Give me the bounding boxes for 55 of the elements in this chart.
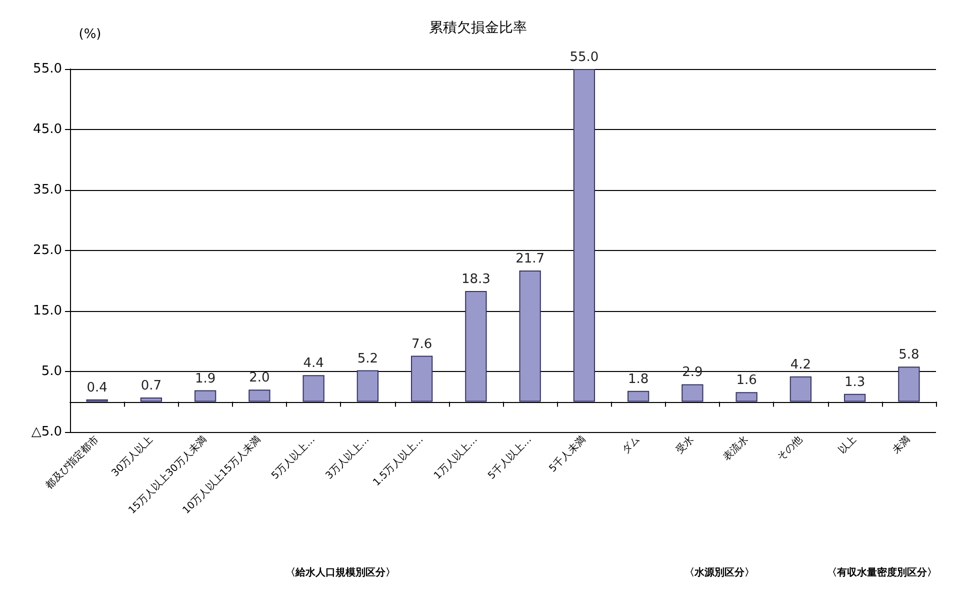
data-label: 2.0 (249, 370, 270, 386)
bar (627, 390, 650, 402)
data-label: 18.3 (461, 272, 490, 288)
bar (736, 392, 758, 402)
data-label: 4.2 (790, 357, 812, 372)
data-label: 1.8 (628, 372, 649, 387)
data-label: 7.6 (411, 336, 432, 352)
bar (844, 394, 866, 402)
bar (302, 375, 324, 402)
bar (465, 291, 487, 402)
x-tick-label: 5万人以上… (269, 433, 318, 482)
x-tick-label: 未満 (890, 433, 913, 456)
y-tick-label: △5.0 (31, 424, 62, 440)
x-tick-label: 1万人以上… (432, 433, 480, 482)
bar (682, 384, 704, 402)
data-label: 21.7 (516, 251, 545, 266)
x-tick-label: 3万人以上… (323, 433, 372, 482)
x-tick-label: 30万人以上 (109, 433, 156, 480)
bar (790, 376, 812, 402)
data-label: 1.6 (736, 373, 757, 388)
data-label: 5.8 (898, 348, 920, 363)
chart-title: 累積欠損金比率 (429, 20, 527, 36)
x-tick-label: 5千人以上… (486, 433, 534, 482)
bar (194, 390, 216, 402)
text: 〈有収水量密度別区分〉 (826, 566, 937, 578)
text: 〈給水人口規模別区分〉 (286, 566, 396, 578)
data-label: 0.4 (86, 380, 108, 396)
data-label: 4.4 (303, 356, 324, 372)
x-tick-label: 1.5万人以上… (370, 433, 426, 488)
bar (356, 370, 379, 402)
x-tick-label: 以上 (836, 433, 859, 456)
data-label: 1.3 (844, 374, 866, 390)
y-tick-label: 55.0 (33, 62, 62, 76)
y-tick-label: 15.0 (33, 304, 62, 318)
text: 〈水源別区分〉 (684, 566, 754, 578)
bar (410, 356, 433, 402)
bar (898, 366, 920, 402)
data-label: 5.2 (357, 351, 378, 366)
bar (140, 398, 162, 402)
y-tick-label: 25.0 (33, 243, 62, 258)
x-tick-label: ダム (620, 433, 642, 456)
x-tick-label: その他 (774, 433, 805, 464)
bar (248, 390, 270, 402)
y-tick-label: 35.0 (33, 182, 62, 198)
bar (519, 270, 541, 402)
data-label: 0.7 (140, 378, 162, 394)
x-tick-label: 表流水 (720, 433, 750, 464)
y-tick-label: 5.0 (41, 364, 62, 379)
data-label: 1.9 (194, 371, 216, 386)
x-tick-label: 5千人未満 (546, 433, 588, 475)
y-axis-title: (%) (78, 27, 102, 42)
bar (573, 69, 596, 402)
x-tick-label: 受水 (674, 433, 696, 456)
data-label: 55.0 (570, 50, 599, 65)
y-tick-label: 45.0 (33, 122, 62, 137)
